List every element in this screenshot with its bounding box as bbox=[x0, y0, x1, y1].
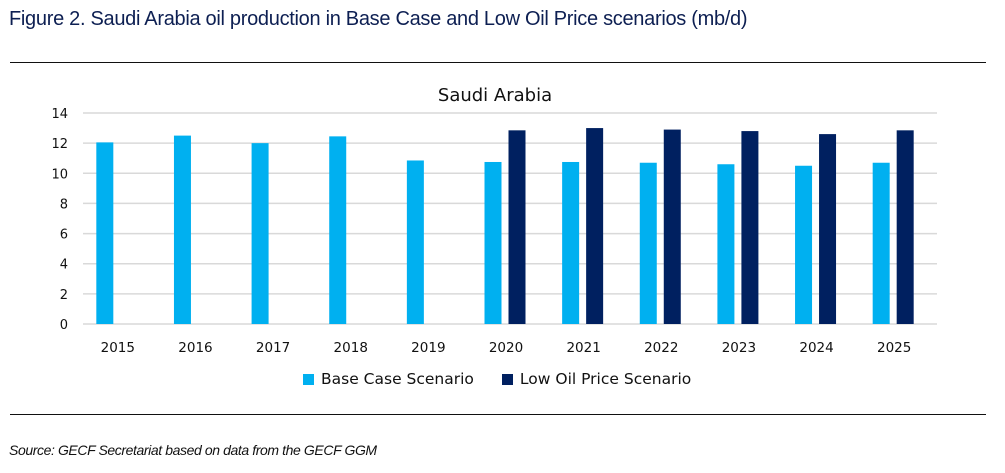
y-axis-ticks: 0 2 4 6 8 10 12 14 bbox=[51, 107, 68, 333]
y-tick-label: 6 bbox=[60, 228, 68, 243]
x-tick-label: 2019 bbox=[411, 340, 445, 356]
bar-low-oil-price-2022 bbox=[663, 129, 681, 324]
y-tick-label: 2 bbox=[60, 288, 68, 303]
y-tick-label: 14 bbox=[51, 107, 68, 122]
legend-label-base-case: Base Case Scenario bbox=[321, 370, 474, 388]
figure-title: Figure 2. Saudi Arabia oil production in… bbox=[9, 8, 748, 30]
bar-base-case-2022 bbox=[639, 162, 657, 324]
legend-swatch-low-oil-price bbox=[501, 373, 513, 385]
chart-title: Saudi Arabia bbox=[438, 85, 552, 106]
x-tick-label: 2020 bbox=[489, 340, 523, 356]
bar-base-case-2020 bbox=[484, 161, 502, 324]
bar-base-case-2019 bbox=[406, 160, 424, 324]
bar-low-oil-price-2020 bbox=[508, 130, 526, 324]
bar-low-oil-price-2021 bbox=[586, 128, 604, 324]
legend-swatch-base-case bbox=[303, 373, 314, 385]
y-tick-label: 10 bbox=[51, 167, 68, 182]
x-tick-label: 2024 bbox=[799, 340, 833, 356]
x-axis-ticks: 2015 2016 2017 2018 2019 2020 2021 2022 2023 2024… bbox=[101, 340, 912, 356]
legend-label-low-oil-price: Low Oil Price Scenario bbox=[519, 370, 692, 388]
bar-base-case-2024 bbox=[795, 165, 813, 324]
bottom-divider bbox=[10, 414, 986, 415]
x-tick-label: 2022 bbox=[644, 340, 678, 356]
y-tick-label: 12 bbox=[51, 137, 68, 152]
x-tick-label: 2016 bbox=[178, 340, 212, 356]
bar-base-case-2023 bbox=[717, 164, 735, 324]
x-tick-label: 2021 bbox=[566, 340, 600, 356]
legend-item-low-oil-price: Low Oil Price Scenario bbox=[501, 370, 692, 388]
x-tick-label: 2018 bbox=[334, 340, 368, 356]
bar-low-oil-price-2025 bbox=[896, 130, 914, 324]
x-tick-label: 2023 bbox=[722, 340, 756, 356]
y-tick-label: 0 bbox=[60, 318, 68, 333]
y-tick-label: 8 bbox=[60, 197, 68, 212]
bar-base-case-2015 bbox=[96, 142, 114, 324]
y-tick-label: 4 bbox=[60, 258, 68, 273]
bar-base-case-2025 bbox=[872, 162, 890, 324]
top-divider bbox=[10, 62, 986, 63]
bar-base-case-2017 bbox=[251, 143, 269, 324]
x-tick-label: 2025 bbox=[877, 340, 911, 356]
x-tick-label: 2015 bbox=[101, 340, 135, 356]
bar-base-case-2018 bbox=[329, 136, 347, 324]
legend-item-base-case: Base Case Scenario bbox=[303, 370, 474, 388]
source-note: Source: GECF Secretariat based on data f… bbox=[9, 442, 377, 458]
bar-base-case-2021 bbox=[562, 161, 580, 324]
bar-low-oil-price-2024 bbox=[819, 134, 837, 324]
bar-base-case-2016 bbox=[173, 135, 191, 324]
bars bbox=[96, 128, 914, 324]
x-tick-label: 2017 bbox=[256, 340, 290, 356]
legend: Base Case Scenario Low Oil Price Scenari… bbox=[303, 370, 719, 388]
bar-low-oil-price-2023 bbox=[741, 131, 759, 324]
